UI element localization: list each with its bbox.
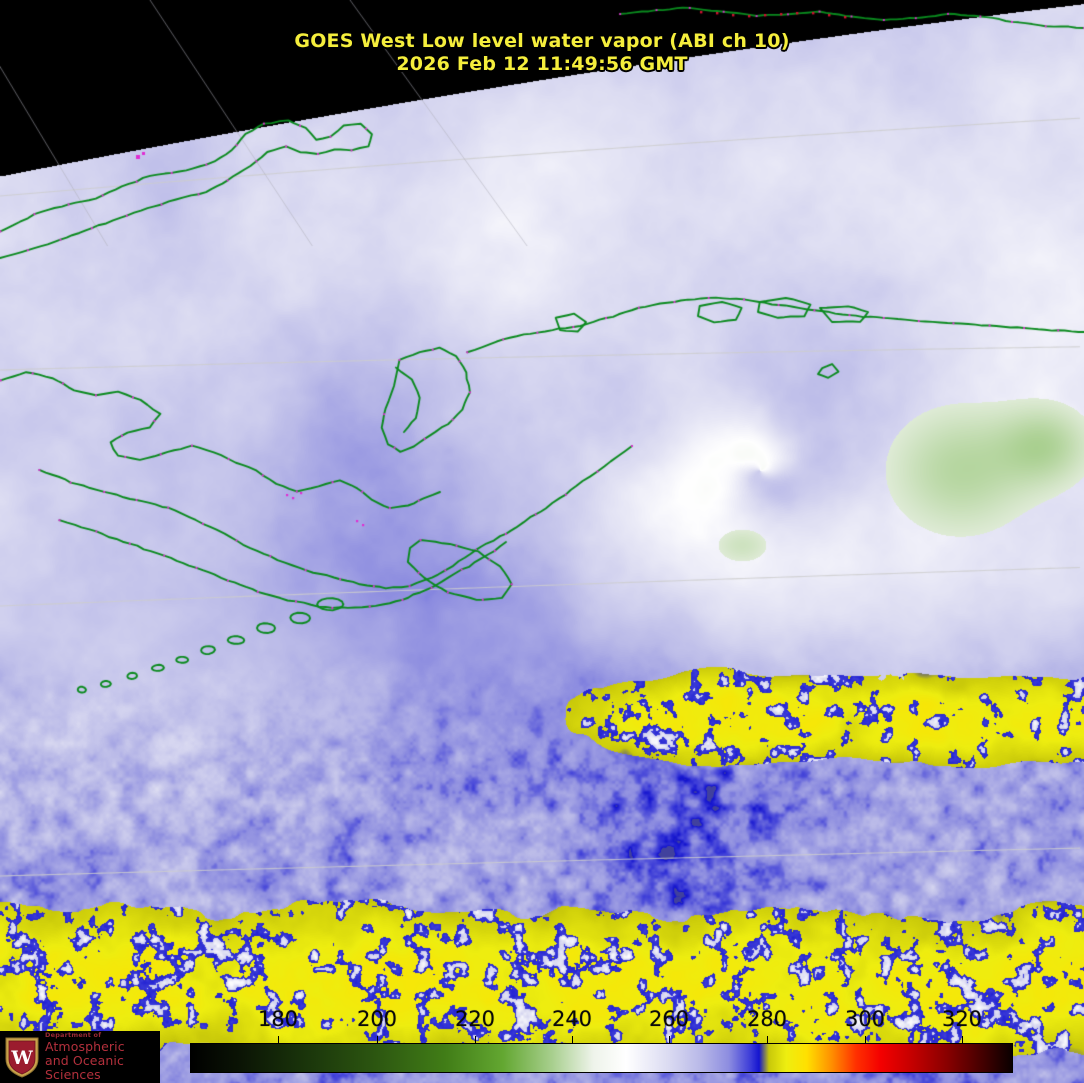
colorbar-tick-label-220: 220 bbox=[454, 1007, 496, 1031]
colorbar-tick-280 bbox=[767, 1036, 768, 1043]
colorbar-tick-label-200: 200 bbox=[356, 1007, 398, 1031]
colorbar-tick-180 bbox=[278, 1036, 279, 1043]
colorbar-tick-220 bbox=[475, 1036, 476, 1043]
logo-name-line-1: Atmospheric bbox=[45, 1039, 125, 1055]
colorbar-tick-300 bbox=[865, 1036, 866, 1043]
colorbar-tick-label-180: 180 bbox=[257, 1007, 299, 1031]
colorbar-tick-label-240: 240 bbox=[551, 1007, 593, 1031]
logo-department-line: Department of bbox=[45, 1030, 102, 1039]
colorbar-gradient bbox=[190, 1043, 1013, 1073]
colorbar-tick-240 bbox=[572, 1036, 573, 1043]
svg-text:W: W bbox=[10, 1047, 33, 1069]
uw-crest-icon: W bbox=[5, 1037, 39, 1078]
uw-aos-logo: W Department of Atmospheric and Oceanic … bbox=[0, 1031, 160, 1083]
colorbar-tick-label-280: 280 bbox=[746, 1007, 788, 1031]
colorbar-tick-200 bbox=[377, 1036, 378, 1043]
logo-text: Department of Atmospheric and Oceanic Sc… bbox=[45, 1032, 160, 1083]
colorbar-tick-label-300: 300 bbox=[844, 1007, 886, 1031]
logo-name-line-2: and Oceanic Sciences bbox=[45, 1053, 124, 1083]
colorbar-tick-label-320: 320 bbox=[941, 1007, 983, 1031]
colorbar-tick-260 bbox=[669, 1036, 670, 1043]
colorbar: 180 200 220 240 260 280 300 320 bbox=[190, 1007, 1013, 1073]
colorbar-tick-320 bbox=[962, 1036, 963, 1043]
colorbar-tick-label-260: 260 bbox=[648, 1007, 690, 1031]
